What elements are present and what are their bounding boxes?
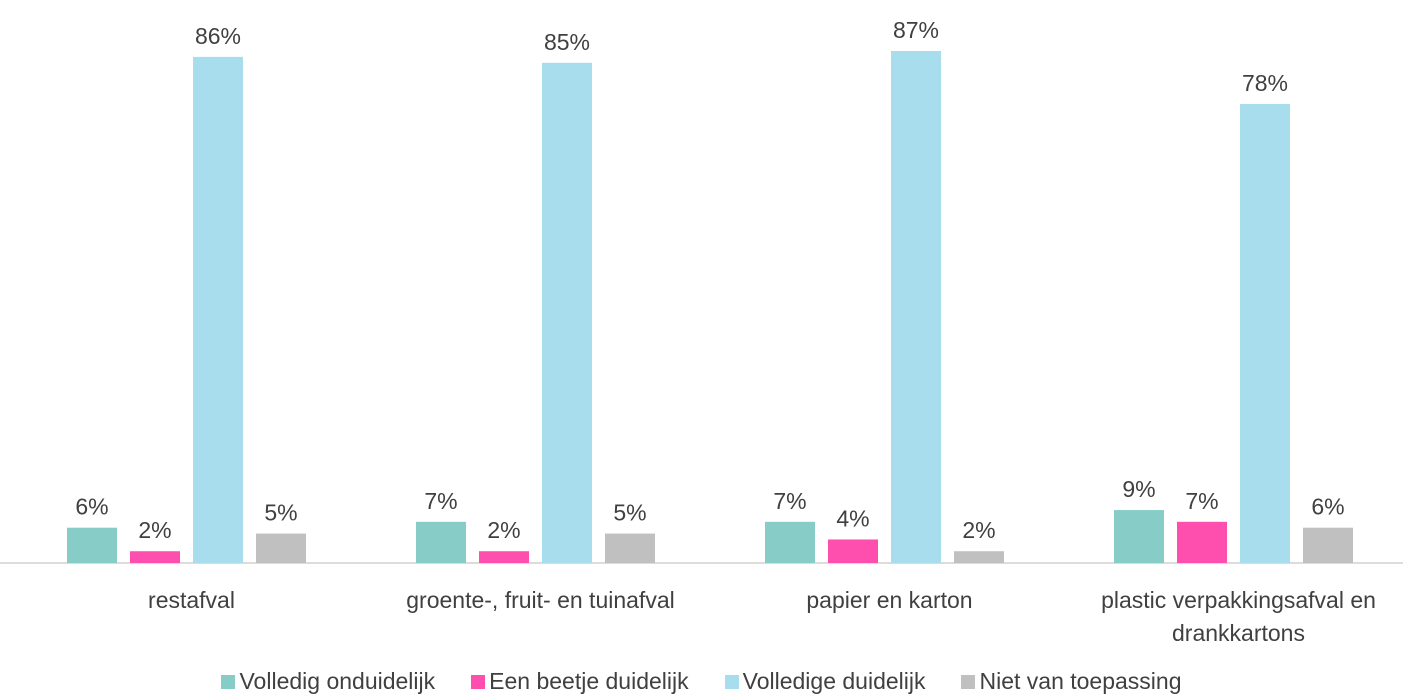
value-label: 86% [195, 23, 241, 49]
bar [1177, 521, 1227, 563]
bar [67, 527, 117, 563]
value-label: 6% [75, 494, 108, 520]
legend-item: Volledige duidelijk [724, 668, 926, 695]
bar [1303, 527, 1353, 563]
legend-label: Volledig onduidelijk [239, 668, 436, 694]
value-label: 7% [773, 488, 806, 514]
bar [256, 533, 306, 563]
bar [542, 62, 592, 564]
bar [828, 539, 878, 563]
bar [1240, 103, 1290, 563]
value-label: 5% [264, 500, 297, 526]
plot: 6% 2% 86% 5% 7% 2% 85% 5% 7% 4% 87% 2% 9% 7% 78% 6% [0, 17, 1403, 564]
value-label: 78% [1242, 70, 1288, 96]
legend-swatch [724, 674, 739, 689]
bar [954, 551, 1004, 563]
legend-item: Een beetje duidelijk [471, 668, 689, 695]
x-tick-label: groente-, fruit- en tuinafval [406, 587, 675, 613]
value-label: 9% [1122, 476, 1155, 502]
legend-item: Volledig onduidelijk [221, 668, 435, 695]
bar [130, 551, 180, 563]
value-label: 2% [487, 517, 520, 543]
x-tick-label: plastic verpakkingsafval en drankkartons [1101, 587, 1376, 646]
x-tick-label: papier en karton [806, 587, 973, 613]
legend-label: Volledige duidelijk [742, 668, 926, 694]
legend: Volledig onduidelijk Een beetje duidelijk… [0, 668, 1403, 695]
bar [193, 56, 243, 563]
legend-label: Een beetje duidelijk [489, 668, 689, 694]
bar [765, 521, 815, 563]
value-label: 7% [424, 488, 457, 514]
legend-swatch [471, 674, 486, 689]
bar [891, 51, 941, 563]
legend-label: Niet van toepassing [979, 668, 1182, 694]
value-label: 5% [613, 500, 646, 526]
value-label: 87% [893, 17, 939, 43]
legend-swatch [961, 674, 976, 689]
value-label: 4% [836, 505, 869, 531]
x-tick-label: restafval [148, 587, 235, 613]
legend-swatch [221, 674, 236, 689]
legend-item: Niet van toepassing [961, 668, 1182, 695]
bar [479, 551, 529, 563]
value-label: 7% [1185, 488, 1218, 514]
bar [605, 533, 655, 563]
value-label: 2% [138, 517, 171, 543]
value-label: 85% [544, 29, 590, 55]
bar [416, 521, 466, 563]
value-label: 2% [962, 517, 995, 543]
value-label: 6% [1311, 494, 1344, 520]
bar [1114, 510, 1164, 563]
